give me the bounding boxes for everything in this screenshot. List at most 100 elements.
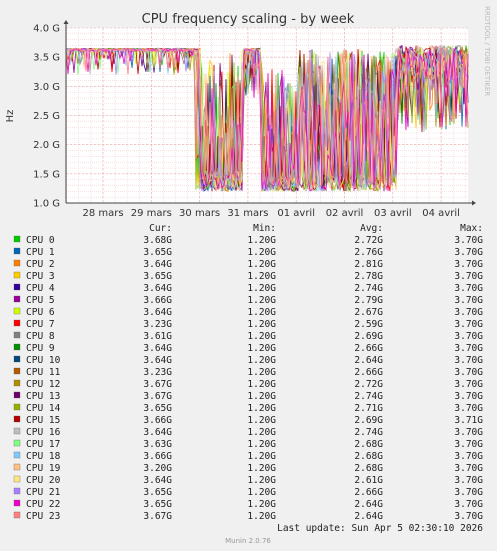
- legend-name: CPU 19: [26, 463, 61, 474]
- legend-value: 2.74G: [354, 391, 383, 402]
- legend-name: CPU 13: [26, 391, 60, 402]
- legend-value: 1.20G: [247, 403, 276, 414]
- legend-row: CPU 7 3.23G 1.20G 2.59G 3.70G: [13, 319, 483, 330]
- legend-swatch: [13, 499, 21, 507]
- legend-row: CPU 9 3.64G 1.20G 2.66G 3.70G: [13, 343, 483, 354]
- legend-value: 3.70G: [454, 355, 483, 366]
- legend-name: CPU 5: [26, 295, 55, 306]
- legend-row: CPU 0 3.68G 1.20G 2.72G 3.70G: [13, 235, 483, 246]
- legend-value: 2.68G: [354, 451, 383, 462]
- legend-name: CPU 6: [26, 307, 55, 318]
- legend-value: 3.70G: [454, 343, 483, 354]
- legend-value: 3.70G: [454, 367, 483, 378]
- y-tick-label: 4.0 G: [33, 24, 60, 35]
- legend-value: 3.70G: [454, 391, 483, 402]
- x-axis-arrow: [472, 200, 476, 206]
- legend-value: 2.74G: [354, 427, 383, 438]
- legend-value: 3.70G: [454, 451, 483, 462]
- x-tick-label: 04 avril: [422, 208, 460, 219]
- legend-header: Cur: Min: Avg: Max:: [149, 223, 483, 234]
- column-header: Cur:: [149, 223, 172, 234]
- legend-value: 2.64G: [354, 499, 383, 510]
- legend-value: 1.20G: [247, 355, 276, 366]
- legend-swatch: [13, 259, 21, 267]
- chart-title: CPU frequency scaling - by week: [142, 12, 355, 27]
- legend-value: 2.66G: [354, 487, 383, 498]
- legend-value: 3.70G: [454, 331, 483, 342]
- legend-value: 3.65G: [143, 271, 172, 282]
- legend-swatch: [13, 391, 21, 399]
- y-axis-label: Hz: [5, 110, 16, 123]
- legend-row: CPU 3 3.65G 1.20G 2.78G 3.70G: [13, 271, 483, 282]
- legend-value: 2.66G: [354, 343, 383, 354]
- legend-name: CPU 4: [26, 283, 55, 294]
- legend-value: 3.64G: [143, 307, 172, 318]
- legend-row: CPU 21 3.65G 1.20G 2.66G 3.70G: [13, 487, 483, 498]
- legend-swatch: [13, 475, 21, 483]
- legend-name: CPU 15: [26, 415, 60, 426]
- x-tick-label: 03 avril: [374, 208, 412, 219]
- legend-value: 2.69G: [354, 415, 383, 426]
- legend-value: 3.70G: [454, 271, 483, 282]
- legend-value: 3.70G: [454, 427, 483, 438]
- legend-swatch: [13, 427, 21, 435]
- legend-value: 2.64G: [354, 355, 383, 366]
- legend-name: CPU 16: [26, 427, 61, 438]
- legend-value: 2.76G: [354, 247, 383, 258]
- legend-row: CPU 8 3.61G 1.20G 2.69G 3.70G: [13, 331, 483, 342]
- legend-swatch: [13, 379, 21, 387]
- legend-value: 3.67G: [143, 379, 172, 390]
- legend-swatch: [13, 511, 21, 519]
- legend-swatch: [13, 331, 21, 339]
- legend-value: 1.20G: [247, 463, 276, 474]
- legend-value: 2.72G: [354, 235, 383, 246]
- legend-value: 3.66G: [143, 415, 172, 426]
- legend-name: CPU 22: [26, 499, 60, 510]
- x-ticks: 28 mars 29 mars 30 mars 31 mars 01 avril 02 a…: [82, 208, 459, 219]
- legend-swatch: [13, 355, 21, 363]
- last-update: Last update: Sun Apr 5 02:30:10 2026: [277, 523, 483, 534]
- legend-value: 2.59G: [354, 319, 383, 330]
- x-tick-label: 02 avril: [326, 208, 364, 219]
- legend-row: CPU 13 3.67G 1.20G 2.74G 3.70G: [13, 391, 483, 402]
- legend-name: CPU 2: [26, 259, 55, 270]
- column-header: Min:: [253, 223, 276, 234]
- y-tick-label: 1.0 G: [33, 199, 60, 210]
- legend-name: CPU 10: [26, 355, 61, 366]
- legend-value: 3.66G: [143, 451, 172, 462]
- legend-name: CPU 21: [26, 487, 61, 498]
- legend-row: CPU 17 3.63G 1.20G 2.68G 3.70G: [13, 439, 483, 450]
- legend-value: 3.70G: [454, 403, 483, 414]
- legend: CPU 0 3.68G 1.20G 2.72G 3.70G CPU 1 3.65G 1.20G…: [13, 235, 483, 522]
- legend-value: 3.71G: [454, 415, 483, 426]
- legend-value: 1.20G: [247, 307, 276, 318]
- legend-swatch: [13, 343, 21, 351]
- legend-row: CPU 1 3.65G 1.20G 2.76G 3.70G: [13, 247, 483, 258]
- legend-row: CPU 22 3.65G 1.20G 2.64G 3.70G: [13, 499, 483, 510]
- legend-value: 3.65G: [143, 403, 172, 414]
- legend-value: 1.20G: [247, 283, 276, 294]
- legend-value: 1.20G: [247, 367, 276, 378]
- legend-row: CPU 2 3.64G 1.20G 2.81G 3.70G: [13, 259, 483, 270]
- legend-value: 2.74G: [354, 283, 383, 294]
- y-tick-label: 2.5 G: [33, 111, 60, 122]
- legend-name: CPU 7: [26, 319, 55, 330]
- legend-swatch: [13, 283, 21, 291]
- legend-value: 2.68G: [354, 463, 383, 474]
- legend-value: 1.20G: [247, 343, 276, 354]
- legend-name: CPU 12: [26, 379, 60, 390]
- y-tick-label: 3.0 G: [33, 82, 60, 93]
- legend-row: CPU 10 3.64G 1.20G 2.64G 3.70G: [13, 355, 483, 366]
- legend-value: 2.79G: [354, 295, 383, 306]
- legend-value: 1.20G: [247, 379, 276, 390]
- legend-value: 3.64G: [143, 427, 172, 438]
- legend-swatch: [13, 319, 21, 327]
- legend-name: CPU 17: [26, 439, 60, 450]
- legend-value: 1.20G: [247, 511, 276, 522]
- legend-value: 3.64G: [143, 475, 172, 486]
- munin-version: Munin 2.0.76: [225, 537, 271, 545]
- legend-value: 1.20G: [247, 235, 276, 246]
- legend-name: CPU 18: [26, 451, 61, 462]
- legend-value: 2.78G: [354, 271, 383, 282]
- legend-row: CPU 15 3.66G 1.20G 2.69G 3.71G: [13, 415, 483, 426]
